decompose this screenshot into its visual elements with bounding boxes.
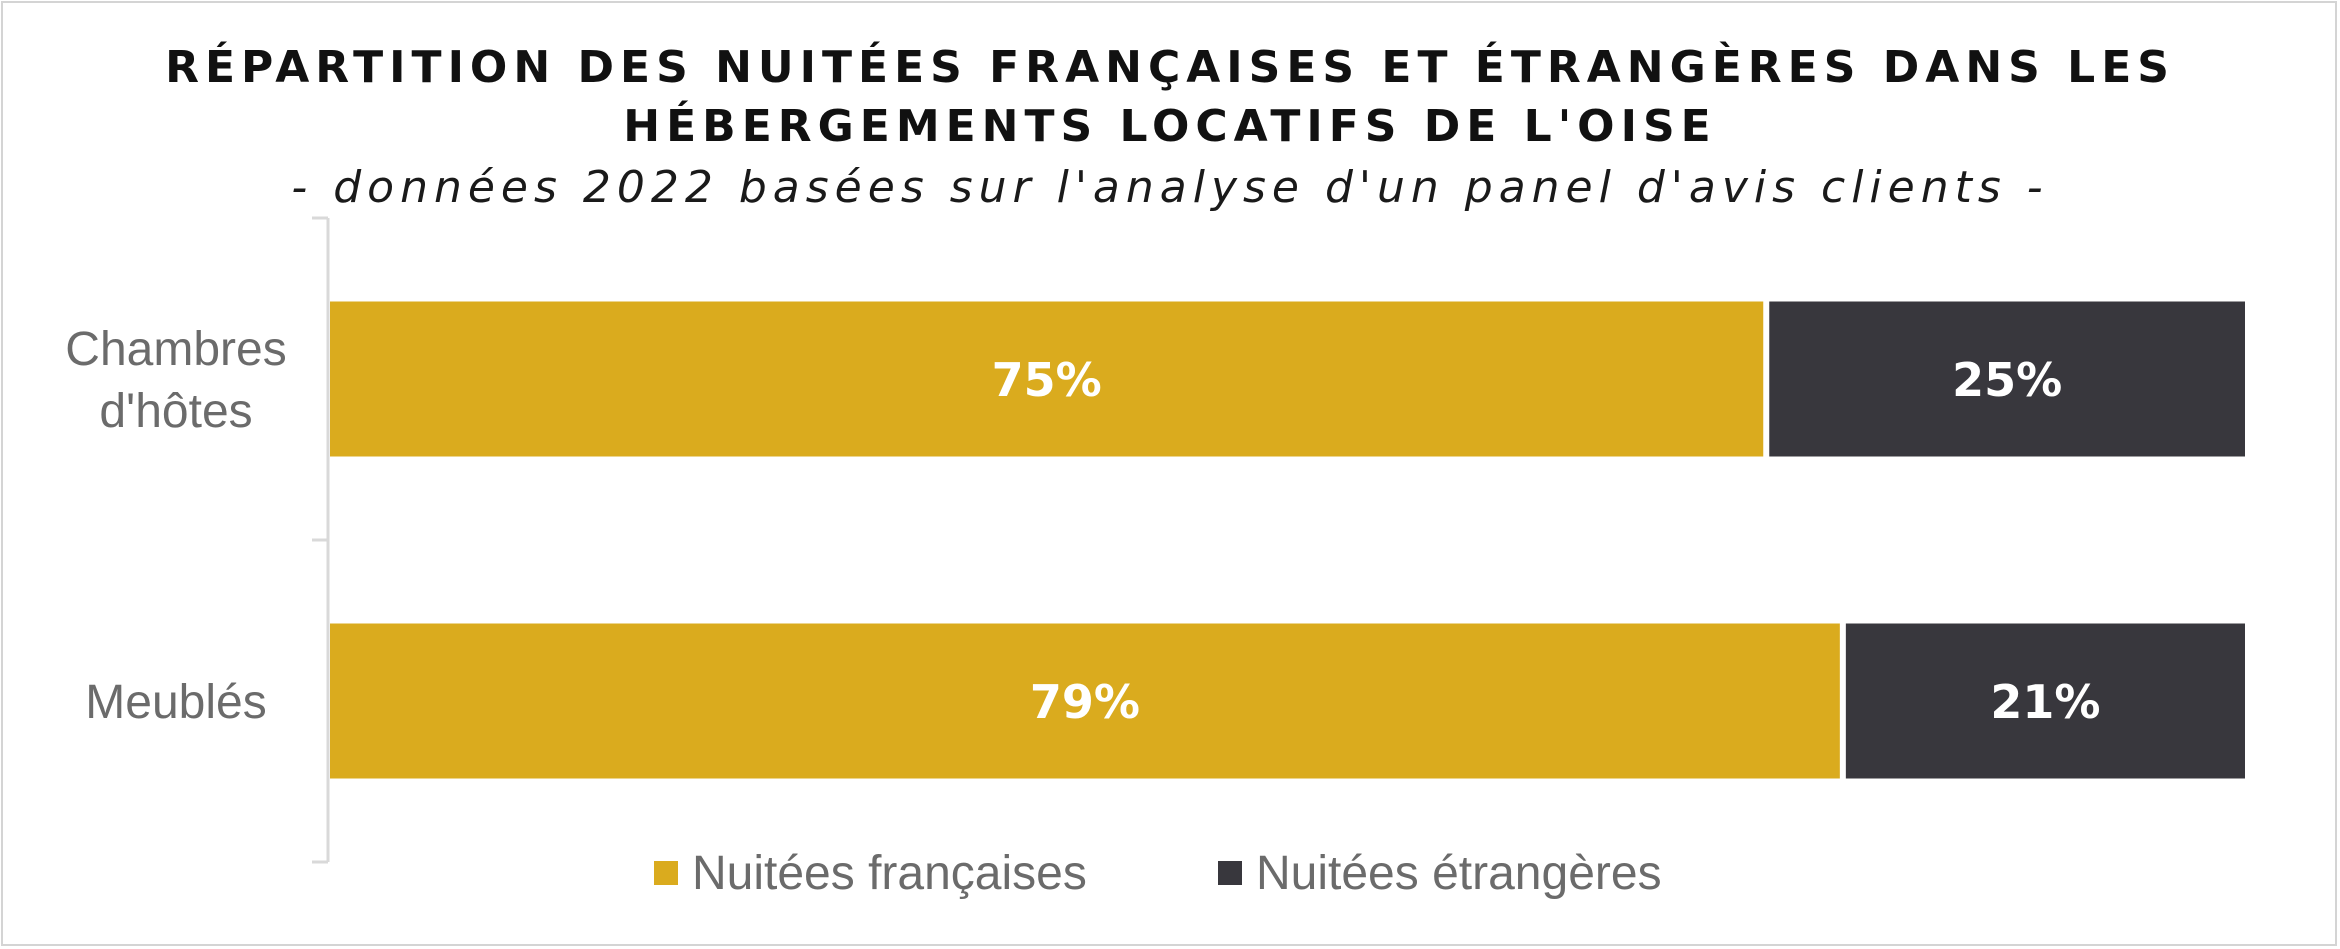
legend-swatch-foreign: [1218, 861, 1242, 885]
bar-chart: Chambres d'hôtes 75% 25% Meublés 79% 21%: [0, 0, 2340, 949]
legend-item-french: Nuitées françaises: [654, 848, 1087, 898]
category-label: d'hôtes: [99, 385, 252, 438]
legend-item-foreign: Nuitées étrangères: [1218, 848, 1662, 898]
data-label: 21%: [1990, 675, 2100, 729]
category-label: Chambres: [65, 323, 286, 376]
legend-label-foreign: Nuitées étrangères: [1256, 846, 1662, 901]
data-label: 79%: [1030, 675, 1140, 729]
category-label: Meublés: [85, 676, 266, 729]
data-label: 25%: [1952, 353, 2062, 407]
legend-label-french: Nuitées françaises: [692, 846, 1087, 901]
data-label: 75%: [992, 353, 1102, 407]
legend-swatch-french: [654, 861, 678, 885]
